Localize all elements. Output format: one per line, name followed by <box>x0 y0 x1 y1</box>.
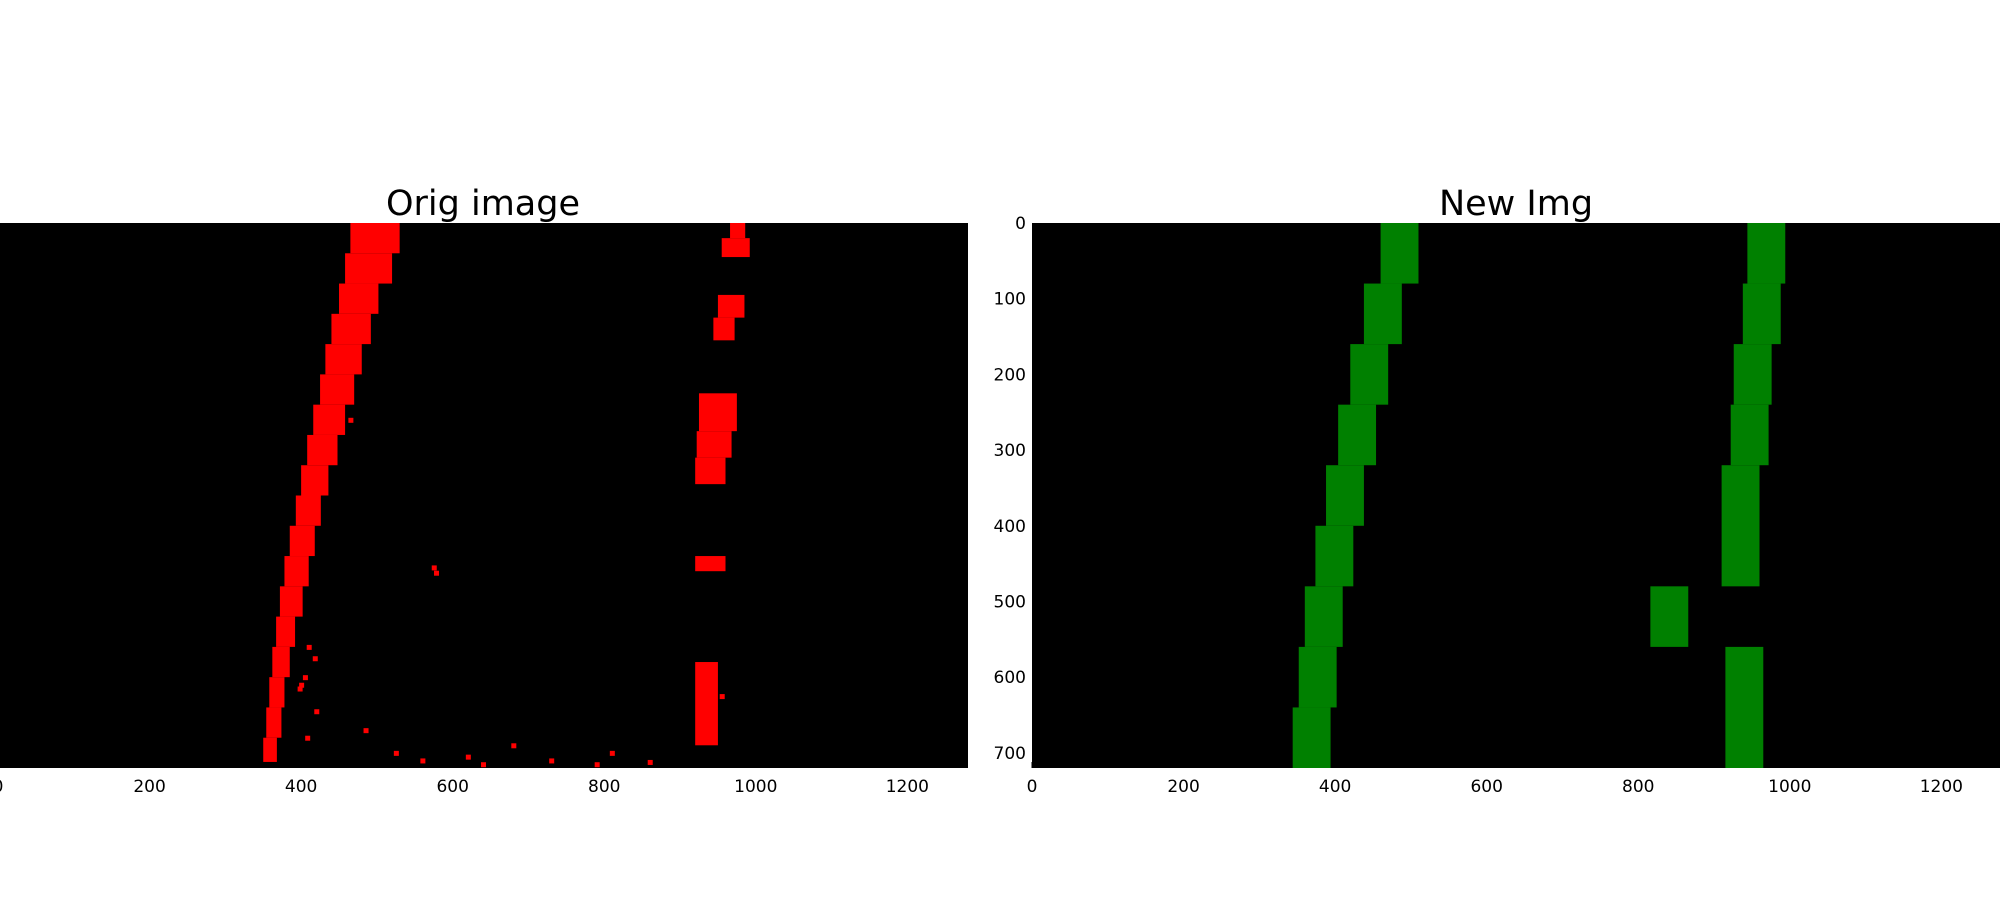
x-tick-label: 1000 <box>734 777 777 797</box>
left-lane-segment <box>272 646 290 678</box>
search-window <box>1380 223 1419 284</box>
noise-pixel <box>348 417 354 423</box>
search-window <box>1721 465 1760 587</box>
search-window <box>1650 586 1689 647</box>
x-tick-label: 200 <box>1167 777 1199 797</box>
noise-pixel <box>719 694 725 700</box>
x-tick-label: 1200 <box>886 777 929 797</box>
search-window <box>1730 404 1769 466</box>
x-tick-label: 600 <box>436 777 468 797</box>
noise-pixel <box>420 758 426 764</box>
search-window <box>1298 646 1337 708</box>
noise-pixel <box>511 743 517 749</box>
search-window <box>1326 465 1364 526</box>
noise-pixel <box>299 682 305 688</box>
orig-image-title: Orig image <box>386 184 580 224</box>
noise-pixel <box>306 644 312 650</box>
noise-pixel <box>594 762 600 768</box>
orig-image-content <box>263 223 750 768</box>
x-tick-label: 600 <box>1470 777 1502 797</box>
left-lane-segment <box>284 556 309 587</box>
orig-image-axis: 0 200 400 600 800 1000 1200 <box>0 762 929 797</box>
right-lane-segment <box>730 223 746 239</box>
x-tick-label: 800 <box>588 777 620 797</box>
x-tick-label: 800 <box>1622 777 1654 797</box>
noise-pixel <box>609 750 615 756</box>
right-lane-segment <box>698 393 737 432</box>
noise-pixel <box>481 762 486 768</box>
right-lane-segment <box>721 238 750 258</box>
new-img-background <box>1032 223 2000 768</box>
left-lane-segment <box>320 374 355 405</box>
new-img-panel: New Img 0 200 400 600 800 1000 1200 0 100 200 300 4… <box>994 184 2000 797</box>
noise-pixel <box>312 656 318 662</box>
left-lane-segment <box>331 313 371 345</box>
search-window <box>1304 586 1343 647</box>
x-tick-label: 400 <box>1319 777 1351 797</box>
left-lane-segment <box>289 525 315 557</box>
noise-pixel <box>363 728 369 734</box>
left-lane-segment <box>307 434 338 466</box>
search-window <box>1338 404 1377 466</box>
right-lane-segment <box>695 457 726 485</box>
new-img-content <box>1292 223 1786 768</box>
y-tick-label: 700 <box>994 744 1026 764</box>
y-tick-label: 100 <box>994 290 1026 310</box>
left-lane-segment <box>313 404 346 435</box>
right-lane-segment <box>696 431 732 458</box>
noise-pixel <box>314 709 320 715</box>
noise-pixel <box>647 759 653 765</box>
noise-pixel <box>465 754 471 760</box>
left-lane-segment <box>269 677 285 708</box>
noise-pixel <box>297 686 303 692</box>
x-tick-label: 0 <box>0 777 3 797</box>
noise-pixel <box>305 735 311 741</box>
left-lane-segment <box>301 465 329 496</box>
noise-pixel <box>431 565 437 571</box>
right-lane-segment <box>695 662 718 746</box>
x-tick-label: 200 <box>133 777 165 797</box>
left-lane-segment <box>345 253 393 284</box>
noise-pixel <box>549 758 555 764</box>
left-lane-segment <box>266 707 282 738</box>
left-lane-segment <box>325 344 362 375</box>
y-tick-label: 0 <box>1015 214 1026 234</box>
left-lane-segment <box>295 495 321 526</box>
left-lane-segment <box>276 616 296 647</box>
noise-pixel <box>434 570 440 576</box>
y-tick-label: 200 <box>994 365 1026 385</box>
x-tick-label: 0 <box>1027 777 1038 797</box>
right-lane-segment <box>713 317 735 341</box>
y-tick-label: 300 <box>994 441 1026 461</box>
x-tick-label: 1200 <box>1920 777 1963 797</box>
x-tick-label: 400 <box>285 777 317 797</box>
x-tick-label: 1000 <box>1768 777 1811 797</box>
left-lane-segment <box>279 586 303 617</box>
right-lane-segment <box>717 294 745 318</box>
y-tick-label: 500 <box>994 592 1026 612</box>
orig-image-panel: Orig image 0 200 400 600 800 1000 1200 <box>0 184 968 797</box>
search-window <box>1747 223 1786 284</box>
search-window <box>1292 707 1331 768</box>
left-lane-segment <box>339 283 379 314</box>
left-lane-segment <box>263 737 277 762</box>
search-window <box>1350 344 1389 405</box>
right-lane-segment <box>695 556 726 572</box>
new-img-axis: 0 200 400 600 800 1000 1200 0 100 200 300 400 500 600… <box>994 214 1963 797</box>
search-window <box>1363 283 1402 345</box>
search-window <box>1725 646 1764 768</box>
search-window <box>1315 525 1354 587</box>
y-tick-label: 600 <box>994 668 1026 688</box>
left-lane-segment <box>350 223 400 254</box>
noise-pixel <box>302 675 308 681</box>
search-window <box>1733 344 1772 405</box>
search-window <box>1742 283 1781 345</box>
noise-pixel <box>393 750 399 756</box>
orig-image-background <box>0 223 968 768</box>
y-tick-label: 400 <box>994 517 1026 537</box>
new-img-title: New Img <box>1439 184 1593 224</box>
